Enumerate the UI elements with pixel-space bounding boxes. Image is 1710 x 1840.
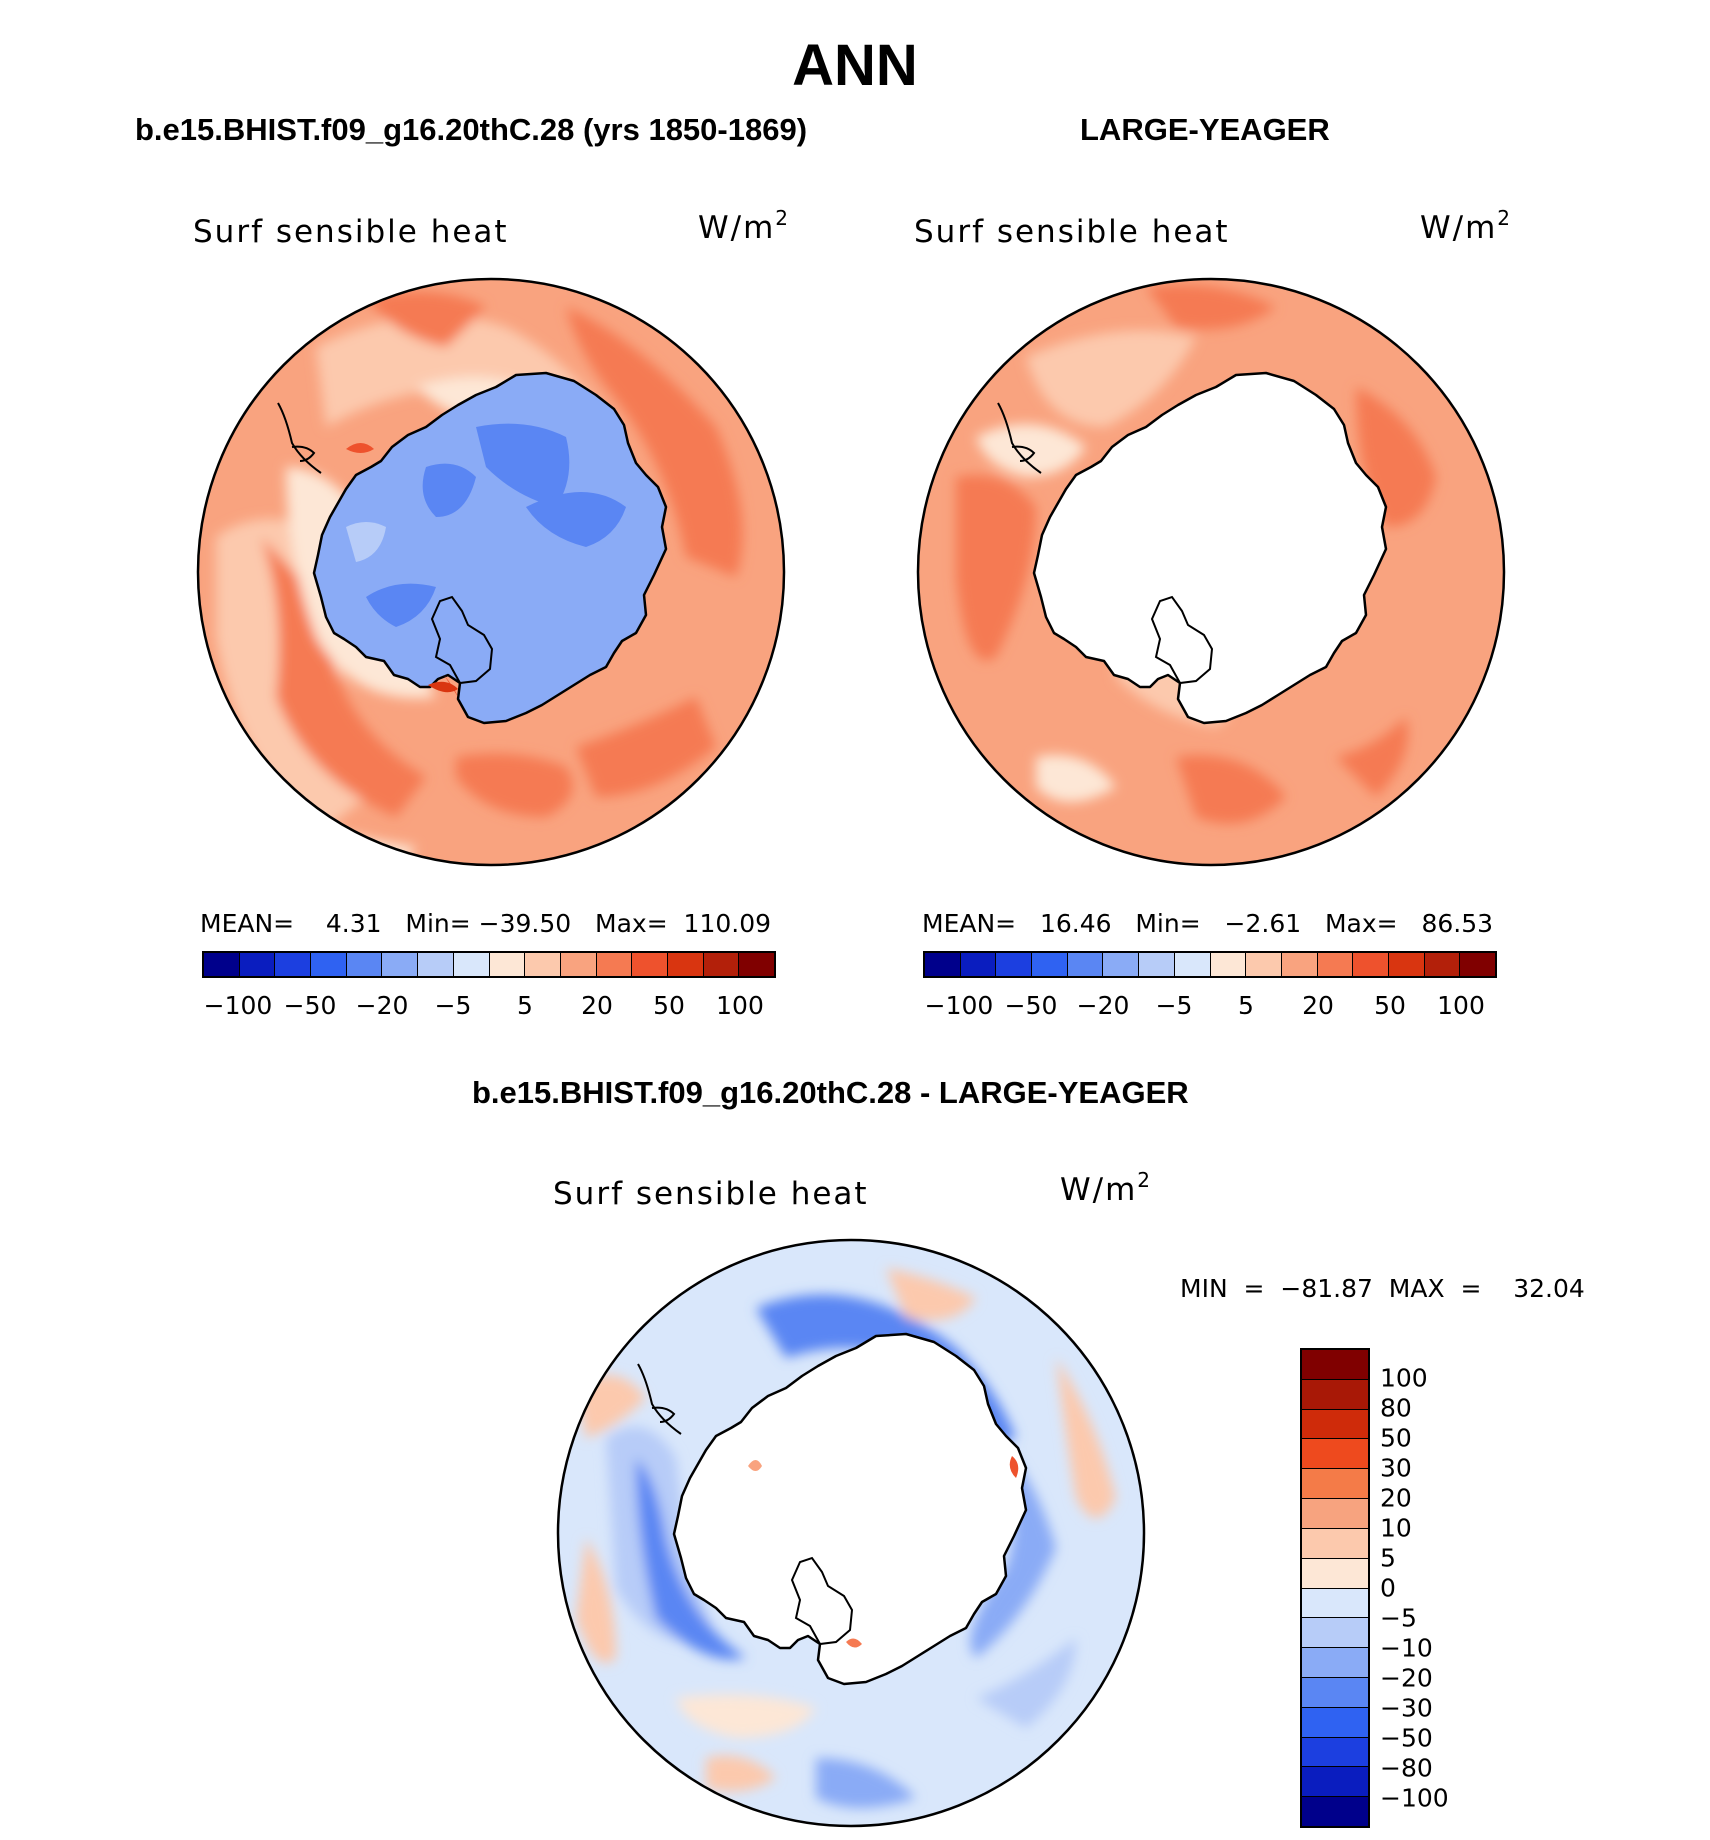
diff-colorbar-segment [1302,1409,1368,1440]
diff-colorbar-label: 20 [1380,1483,1412,1513]
diff-colorbar-segment [1302,1558,1368,1589]
panel2-colorbar-label: 50 [1374,991,1406,1020]
panel1-colorbar-segment [525,953,561,976]
panel1-colorbar-label: 100 [716,991,764,1020]
panel1-colorbar-segment [739,953,774,976]
panel1-colorbar-label: 20 [581,991,613,1020]
panel1-colorbar-segment [632,953,668,976]
panel2-colorbar-segment [1139,953,1175,976]
panel2-colorbar-label: 100 [1437,991,1485,1020]
diff-colorbar-segment [1302,1439,1368,1470]
panel1-colorbar-label: −20 [355,991,409,1020]
panel1-colorbar-label: −50 [283,991,337,1020]
panel2-colorbar-segment [1317,953,1354,976]
panel2-colorbar-segment [1210,953,1247,976]
diff-colorbar-segment [1302,1648,1368,1678]
panel1-units: W/m2 [698,206,789,246]
panel2-colorbar-segment [1067,953,1104,976]
diff-colorbar-label: −50 [1380,1723,1433,1753]
panel1-colorbar-segment [311,953,347,976]
panel1-stats: MEAN= 4.31 Min= −39.50 Max= 110.09 [200,909,772,938]
panel1-variable-label: Surf sensible heat [193,214,509,250]
diff-colorbar-label: 0 [1380,1573,1396,1603]
panel1-colorbar-label: 5 [517,991,533,1020]
panel2-colorbar-label: −20 [1076,991,1130,1020]
panel2-colorbar-segment [1281,953,1318,976]
panel2-colorbar-label: −50 [1004,991,1058,1020]
diff-colorbar-segment [1302,1707,1368,1738]
diff-colorbar-segment [1302,1618,1368,1649]
panel1-colorbar-segment [382,953,419,976]
diff-colorbar-segment [1302,1677,1368,1708]
diff-colorbar-label: −20 [1380,1663,1433,1693]
panel2-map [916,277,1506,867]
panel2-colorbar-segment [996,953,1033,976]
panel1-colorbar-segment [418,953,454,976]
panel1-colorbar [202,951,776,978]
panel2-colorbar-segment [960,953,997,976]
panel1-colorbar-label: 50 [653,991,685,1020]
panel1-colorbar-segment [275,953,312,976]
panel1-title: b.e15.BHIST.f09_g16.20thC.28 (yrs 1850-1… [135,112,808,147]
panel2-colorbar-label: −100 [924,991,994,1020]
diff-colorbar-label: 80 [1380,1393,1412,1423]
diff-colorbar [1300,1348,1370,1828]
diff-map [556,1238,1146,1828]
panel1-colorbar-segment [560,953,597,976]
diff-colorbar-label: −80 [1380,1753,1433,1783]
panel2-colorbar-segment [1174,953,1211,976]
diff-title: b.e15.BHIST.f09_g16.20thC.28 - LARGE-YEA… [472,1075,1189,1110]
panel2-colorbar-segment [1460,953,1495,976]
panel1-colorbar-segment [204,953,240,976]
diff-variable-label: Surf sensible heat [553,1176,869,1212]
diff-colorbar-label: 50 [1380,1423,1412,1453]
panel1-colorbar-label: −100 [203,991,273,1020]
panel1-colorbar-segment [489,953,526,976]
diff-colorbar-label: −100 [1380,1783,1449,1813]
panel2-colorbar-segment [1424,953,1461,976]
diff-colorbar-segment [1302,1737,1368,1768]
diff-colorbar-label: 5 [1380,1543,1396,1573]
panel2-colorbar-segment [925,953,961,976]
diff-minmax: MIN = −81.87 MAX = 32.04 [1180,1274,1585,1303]
diff-colorbar-segment [1302,1350,1368,1380]
panel1-colorbar-segment [667,953,704,976]
diff-colorbar-label: −5 [1380,1603,1417,1633]
panel2-colorbar-segment [1353,953,1389,976]
panel2-stats: MEAN= 16.46 Min= −2.61 Max= 86.53 [922,909,1494,938]
panel2-colorbar-segment [1032,953,1068,976]
diff-colorbar-segment [1302,1797,1368,1826]
panel2-colorbar-segment [1246,953,1282,976]
panel2-colorbar-segment [1388,953,1425,976]
diff-colorbar-segment [1302,1767,1368,1798]
diff-colorbar-segment [1302,1469,1368,1500]
diff-colorbar-segment [1302,1588,1368,1619]
panel1-colorbar-segment [346,953,383,976]
panel1-map [196,277,786,867]
diff-colorbar-segment [1302,1528,1368,1559]
panel1-colorbar-segment [596,953,633,976]
panel1-colorbar-segment [239,953,276,976]
panel2-colorbar-label: 5 [1238,991,1254,1020]
panel2-colorbar-label: 20 [1302,991,1334,1020]
panel2-colorbar-segment [1103,953,1140,976]
panel1-colorbar-segment [703,953,740,976]
panel2-title: LARGE-YEAGER [1080,112,1330,147]
panel2-colorbar [923,951,1497,978]
diff-colorbar-label: −30 [1380,1693,1433,1723]
diff-colorbar-label: 30 [1380,1453,1412,1483]
panel2-variable-label: Surf sensible heat [914,214,1230,250]
diff-colorbar-label: −10 [1380,1633,1433,1663]
diff-colorbar-segment [1302,1499,1368,1529]
figure-title: ANN [792,33,918,98]
panel1-colorbar-label: −5 [434,991,472,1020]
diff-colorbar-label: 100 [1380,1363,1428,1393]
diff-colorbar-segment [1302,1379,1368,1410]
panel2-units: W/m2 [1420,206,1511,246]
panel1-colorbar-segment [453,953,490,976]
panel2-colorbar-label: −5 [1155,991,1193,1020]
diff-colorbar-label: 10 [1380,1513,1412,1543]
diff-units: W/m2 [1060,1168,1151,1208]
